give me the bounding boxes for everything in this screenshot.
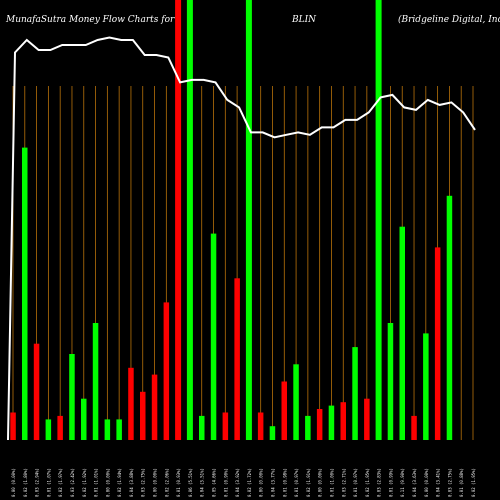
money-flow-bar: [257, 412, 264, 440]
money-flow-bar: [269, 426, 276, 440]
x-tick-label: 0.04 (3.92%): [235, 468, 240, 497]
money-flow-bar: [387, 323, 394, 440]
x-tick-label: 0.00 (0.00%): [318, 468, 323, 497]
money-flow-bar: [340, 402, 346, 440]
x-tick-label: 0.02 (1.95%): [471, 468, 476, 497]
x-tick-label: 0.01 (1.00%): [330, 468, 335, 497]
x-tick-label: 0.03 (2.83%): [377, 468, 382, 497]
money-flow-bar: [175, 0, 182, 440]
x-tick-label: 0.03 (2.42%): [70, 468, 75, 497]
money-flow-bar: [293, 364, 299, 440]
x-tick-label: 0.01 (0.90%): [223, 468, 228, 497]
x-tick-label: 0.11 (9.90%): [400, 468, 405, 497]
price-line: [7, 36, 476, 441]
x-tick-label: 0.02 (1.94%): [117, 468, 122, 497]
money-flow-bar: [151, 374, 158, 440]
money-flow-bar: [375, 0, 382, 440]
x-tick-label: 0.03 (2.71%): [341, 468, 346, 497]
money-flow-bar: [446, 195, 453, 440]
x-tick-label: 0.04 (3.51%): [200, 468, 205, 497]
x-tick-label: 0.03 (2.75%): [141, 468, 146, 497]
x-tick-label: 0.04 (3.63%): [412, 468, 417, 497]
x-tick-label: 0.06 (5.51%): [188, 468, 193, 497]
money-flow-bar: [222, 412, 229, 440]
x-tick-label: 0.01 (1.07%): [46, 468, 51, 497]
money-flow-bar: [45, 419, 52, 440]
x-tick-label: 0.02 (1.97%): [58, 468, 63, 497]
money-flow-bar: [57, 415, 63, 440]
x-tick-label: 0.04 (3.88%): [129, 468, 134, 497]
x-tick-label: 0.00 (0.00%): [11, 468, 16, 497]
money-flow-bar: [140, 391, 146, 440]
x-axis-ticks: 0.00 (0.00%) 0.02 (1.80%) 0.03 (2.94%) 0.01…: [11, 468, 476, 497]
money-flow-bar: [22, 147, 28, 440]
money-flow-bar: [10, 412, 16, 440]
money-flow-bar: [186, 0, 193, 440]
x-tick-label: 0.01 (0.97%): [294, 468, 299, 497]
money-flow-bar: [104, 419, 111, 440]
money-flow-bar: [328, 405, 335, 440]
money-flow-bar: [434, 247, 441, 440]
x-tick-label: 0.02 (2.06%): [164, 468, 169, 497]
money-flow-bar: [316, 409, 323, 440]
x-tick-label: 0.04 (3.77%): [271, 468, 276, 497]
money-flow-bar: [423, 333, 429, 440]
bars: [10, 0, 453, 440]
x-tick-label: 0.01 (0.88%): [459, 468, 464, 497]
chart-title-ticker: BLIN: [291, 15, 317, 25]
money-flow-bar: [281, 381, 287, 440]
x-tick-label: 0.02 (1.72%): [247, 468, 252, 497]
chart-title-company: (Bridgeline Digital, Inc.) Mu: [398, 14, 500, 25]
x-tick-label: 0.03 (2.94%): [35, 468, 40, 497]
x-tick-label: 0.04 (3.41%): [436, 468, 441, 497]
x-tick-label: 0.05 (4.66%): [212, 468, 217, 497]
x-tick-label: 0.00 (0.00%): [105, 468, 110, 497]
money-flow-bar: [81, 398, 87, 440]
x-tick-label: 0.01 (0.99%): [388, 468, 393, 497]
x-tick-label: 0.01 (0.98%): [282, 468, 287, 497]
money-flow-bar: [210, 233, 217, 440]
x-tick-label: 0.03 (2.75%): [447, 468, 452, 497]
x-tick-label: 0.01 (0.97%): [353, 468, 358, 497]
x-tick-label: 0.02 (1.92%): [82, 468, 87, 497]
money-flow-bar: [92, 323, 99, 440]
money-flow-bar: [352, 347, 358, 440]
x-tick-label: 0.01 (0.93%): [176, 468, 181, 497]
money-flow-bar: [399, 226, 405, 440]
x-tick-label: 0.01 (1.01%): [94, 468, 99, 497]
x-tick-label: 0.02 (1.91%): [306, 468, 311, 497]
money-flow-bar: [364, 398, 370, 440]
x-tick-label: 0.00 (0.00%): [153, 468, 158, 497]
money-flow-bar: [163, 302, 170, 440]
money-flow-bar: [128, 367, 134, 440]
x-tick-label: 0.02 (1.80%): [23, 468, 28, 497]
money-flow-bar: [199, 415, 205, 440]
money-flow-bar: [305, 415, 311, 440]
chart-title-left: MunafaSutra Money Flow Charts for: [5, 15, 175, 25]
x-tick-label: 0.02 (1.95%): [365, 468, 370, 497]
money-flow-bar: [33, 343, 40, 440]
price-line-layer: [7, 36, 476, 441]
money-flow-bar: [116, 419, 122, 440]
money-flow-bar: [411, 415, 417, 440]
money-flow-bar: [245, 0, 252, 440]
money-flow-bar: [234, 278, 240, 440]
x-tick-label: 0.00 (0.00%): [259, 468, 264, 497]
x-tick-label: 0.00 (0.00%): [424, 468, 429, 497]
money-flow-bar: [69, 354, 75, 440]
